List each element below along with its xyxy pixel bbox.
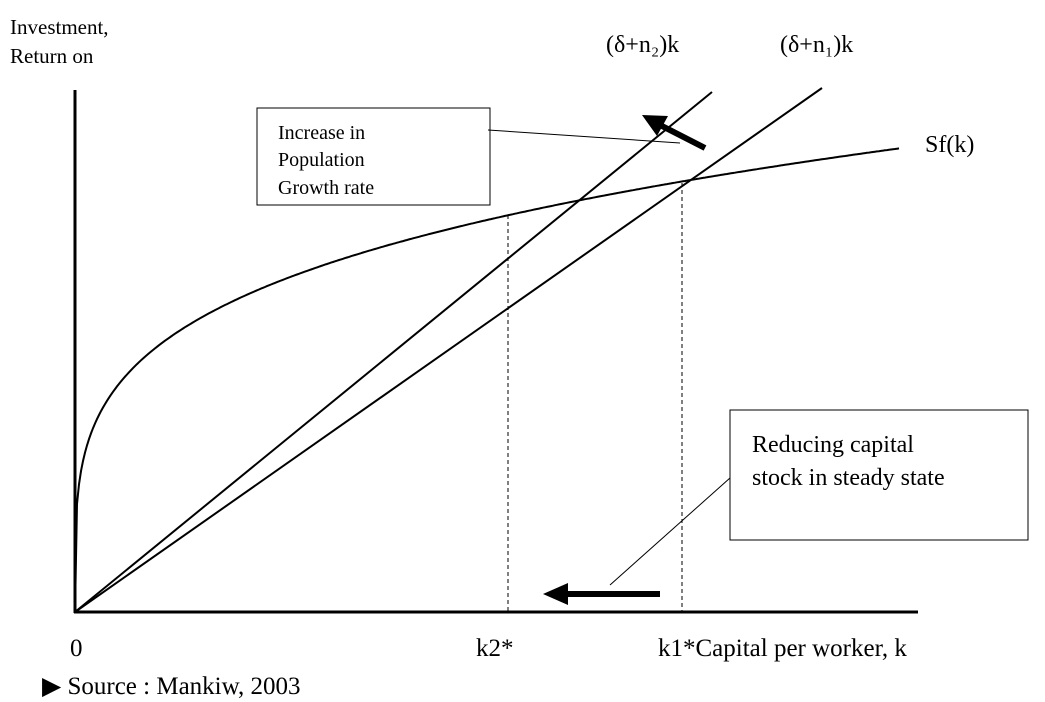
box-text: Population (278, 149, 365, 171)
box-population (256, 107, 491, 206)
k2-label: k2* (476, 635, 514, 662)
box-capital (729, 409, 1029, 541)
box-text: stock in steady state (752, 465, 945, 491)
curve-label: (δ+n₁)k (780, 32, 853, 58)
line-n1 (74, 87, 823, 613)
leader-line (609, 477, 731, 586)
y-label: Investment, (10, 15, 109, 39)
arrow-shaft (658, 122, 707, 151)
leader-line (487, 129, 681, 144)
line-n2 (74, 91, 713, 613)
savings-curve (74, 147, 900, 613)
box-text: Reducing capital (752, 432, 914, 458)
y-label: Return on (10, 44, 94, 68)
source: ▶ Source : Mankiw, 2003 (42, 673, 301, 700)
box-text: Growth rate (278, 177, 374, 199)
origin-label: 0 (70, 635, 83, 662)
x-label: k1*Capital per worker, k (658, 635, 907, 662)
curve-label: Sf(k) (925, 132, 974, 158)
arrow-head (543, 583, 568, 605)
arrow-head (642, 115, 668, 136)
curve-label: (δ+n₂)k (606, 32, 679, 58)
box-text: Increase in (278, 122, 365, 144)
